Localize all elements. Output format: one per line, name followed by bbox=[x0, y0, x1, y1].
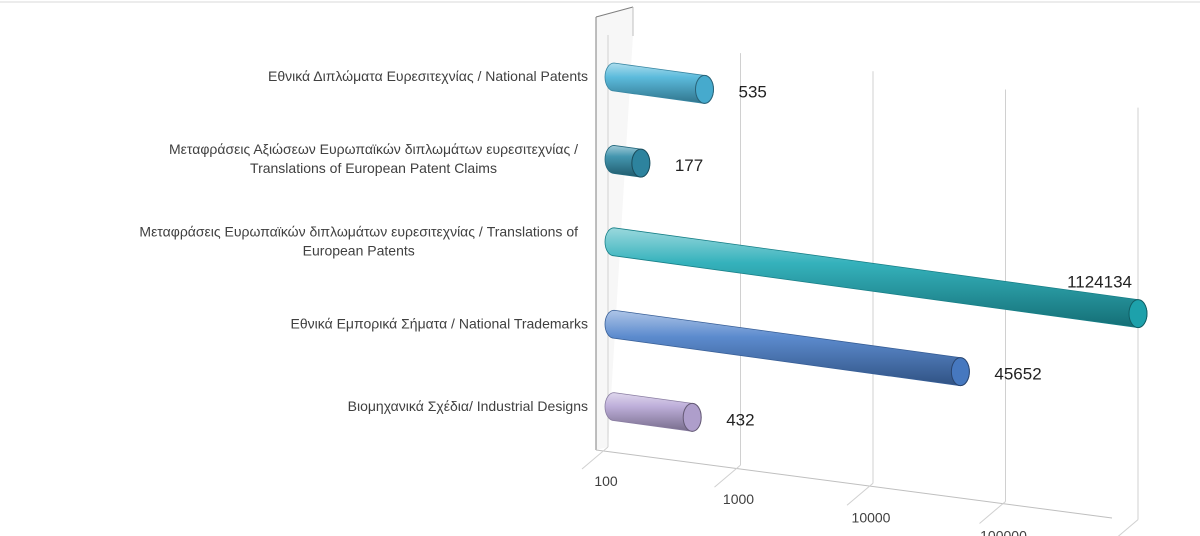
category-labels: Εθνικά Διπλώματα Ευρεσιτεχνίας / Nationa… bbox=[139, 68, 588, 414]
wall-top-edge bbox=[595, 6, 634, 18]
category-label: Εθνικά Εμπορικά Σήματα / National Tradem… bbox=[291, 315, 588, 331]
bar bbox=[604, 227, 1148, 329]
floor-gridline bbox=[979, 501, 1006, 524]
bar-end-cap bbox=[950, 357, 970, 387]
floor-gridline bbox=[846, 482, 874, 506]
value-label: 1124134 bbox=[1067, 273, 1132, 292]
bar bbox=[604, 62, 715, 104]
axis-tick-labels: 100 1000 10000 100000 bbox=[594, 473, 1027, 536]
floor-edge bbox=[595, 449, 1113, 519]
tick-label: 1000 bbox=[723, 491, 754, 507]
bar bbox=[604, 392, 702, 432]
category-label: Βιομηχανικά Σχέδια/ Industrial Designs bbox=[348, 398, 588, 414]
floor-gridline bbox=[581, 446, 609, 470]
floor-gridline bbox=[714, 464, 741, 488]
bar bbox=[604, 309, 970, 387]
tick-label: 10000 bbox=[852, 509, 891, 525]
bar-end-cap bbox=[631, 148, 651, 178]
bar-body bbox=[604, 309, 970, 387]
floor-gridline bbox=[1117, 519, 1139, 536]
value-label: 432 bbox=[726, 410, 754, 429]
bar-end-cap bbox=[695, 74, 715, 104]
category-label: Μεταφράσεις Ευρωπαϊκών διπλωμάτων ευρεσι… bbox=[139, 224, 578, 259]
bar-end-cap bbox=[1128, 299, 1148, 329]
value-labels: 535 177 1124134 45652 432 bbox=[675, 82, 1132, 429]
bar-body bbox=[604, 227, 1148, 329]
value-label: 177 bbox=[675, 156, 703, 175]
category-label: Εθνικά Διπλώματα Ευρεσιτεχνίας / Nationa… bbox=[268, 68, 588, 84]
bars bbox=[604, 62, 1148, 432]
category-label: Μεταφράσεις Αξιώσεων Ευρωπαϊκών διπλωμάτ… bbox=[169, 141, 578, 176]
tick-label: 100000 bbox=[980, 527, 1027, 536]
bar-end-cap bbox=[682, 402, 702, 432]
value-label: 45652 bbox=[994, 365, 1041, 384]
value-label: 535 bbox=[739, 82, 767, 101]
bar bbox=[604, 145, 651, 178]
tick-label: 100 bbox=[594, 473, 618, 489]
